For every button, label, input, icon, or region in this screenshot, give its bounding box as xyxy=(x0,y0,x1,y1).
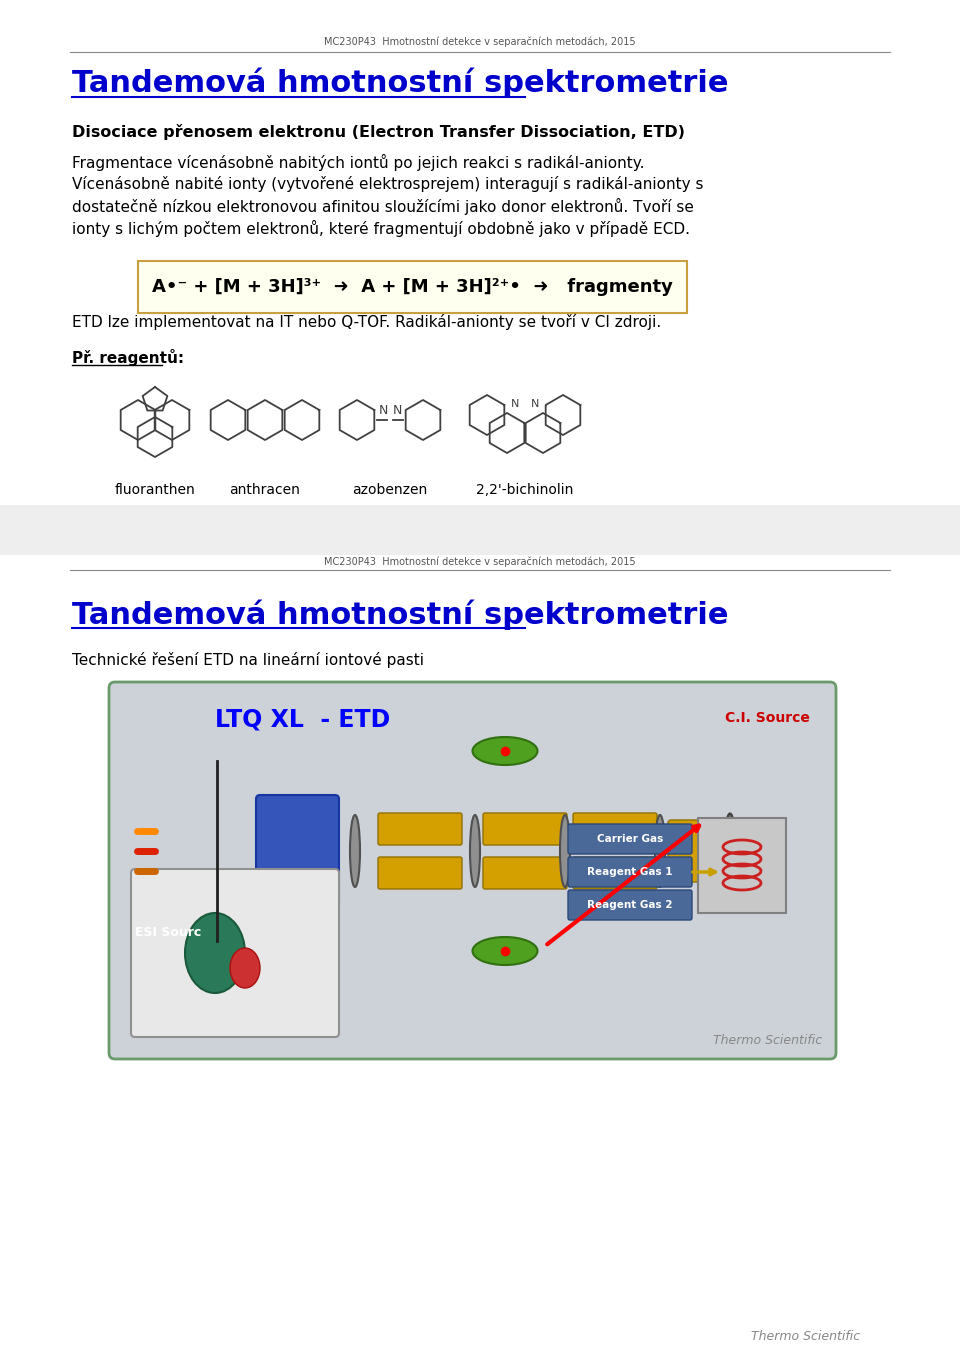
Text: LTQ XL  - ETD: LTQ XL - ETD xyxy=(215,708,391,731)
FancyBboxPatch shape xyxy=(568,857,692,887)
Text: 2,2'-bichinolin: 2,2'-bichinolin xyxy=(476,483,574,498)
Text: ESI Sourc: ESI Sourc xyxy=(135,927,202,939)
Text: Thermo Scientific: Thermo Scientific xyxy=(751,1330,860,1344)
Ellipse shape xyxy=(655,815,665,887)
Text: Disociace přenosem elektronu (Electron Transfer Dissociation, ETD): Disociace přenosem elektronu (Electron T… xyxy=(72,124,685,139)
Bar xyxy=(698,817,786,913)
FancyBboxPatch shape xyxy=(483,813,567,845)
Text: N: N xyxy=(531,399,540,409)
Text: ETD lze implementovat na IT nebo Q-TOF. Radikál-anionty se tvoří v CI zdroji.: ETD lze implementovat na IT nebo Q-TOF. … xyxy=(72,314,661,329)
Text: Reagent Gas 2: Reagent Gas 2 xyxy=(588,899,673,910)
Text: fluoranthen: fluoranthen xyxy=(114,483,196,498)
Ellipse shape xyxy=(230,947,260,988)
Text: azobenzen: azobenzen xyxy=(352,483,427,498)
Text: dostatečně nízkou elektronovou afinitou sloužícími jako donor elektronů. Tvoří s: dostatečně nízkou elektronovou afinitou … xyxy=(72,197,694,215)
Text: N: N xyxy=(378,405,388,417)
Text: Tandemová hmotnostní spektrometrie: Tandemová hmotnostní spektrometrie xyxy=(72,600,729,630)
Ellipse shape xyxy=(470,815,480,887)
Text: C.I. Source: C.I. Source xyxy=(725,711,810,725)
FancyBboxPatch shape xyxy=(138,261,687,313)
Text: ionty s lichým počtem elektronů, které fragmentují obdobně jako v případě ECD.: ionty s lichým počtem elektronů, které f… xyxy=(72,220,690,236)
FancyBboxPatch shape xyxy=(109,682,836,1059)
Ellipse shape xyxy=(350,815,360,887)
Text: MC230P43  Hmotnostní detekce v separačních metodách, 2015: MC230P43 Hmotnostní detekce v separačníc… xyxy=(324,556,636,567)
FancyBboxPatch shape xyxy=(256,796,339,906)
FancyBboxPatch shape xyxy=(131,869,339,1038)
FancyBboxPatch shape xyxy=(568,824,692,854)
Text: Technické řešení ETD na lineární iontové pasti: Technické řešení ETD na lineární iontové… xyxy=(72,652,424,668)
Ellipse shape xyxy=(472,737,538,766)
FancyBboxPatch shape xyxy=(378,813,462,845)
FancyBboxPatch shape xyxy=(378,857,462,889)
Text: N: N xyxy=(393,405,401,417)
Text: Př. reagentů:: Př. reagentů: xyxy=(72,350,184,366)
Text: Fragmentace vícenásobně nabitých iontů po jejich reakci s radikál-anionty.: Fragmentace vícenásobně nabitých iontů p… xyxy=(72,153,644,171)
Text: Tandemová hmotnostní spektrometrie: Tandemová hmotnostní spektrometrie xyxy=(72,68,729,98)
Text: Carrier Gas: Carrier Gas xyxy=(597,834,663,843)
FancyBboxPatch shape xyxy=(668,820,724,882)
Text: N: N xyxy=(511,399,519,409)
Text: Reagent Gas 1: Reagent Gas 1 xyxy=(588,867,673,878)
FancyBboxPatch shape xyxy=(573,857,657,889)
Ellipse shape xyxy=(185,913,245,992)
FancyBboxPatch shape xyxy=(568,890,692,920)
Ellipse shape xyxy=(472,936,538,965)
Bar xyxy=(0,504,960,555)
Text: Thermo Scientific: Thermo Scientific xyxy=(713,1035,822,1047)
FancyBboxPatch shape xyxy=(483,857,567,889)
FancyBboxPatch shape xyxy=(573,813,657,845)
Text: anthracen: anthracen xyxy=(229,483,300,498)
Ellipse shape xyxy=(724,813,736,889)
Ellipse shape xyxy=(560,815,570,887)
Text: A•⁻ + [M + 3H]³⁺  ➜  A + [M + 3H]²⁺•  ➜   fragmenty: A•⁻ + [M + 3H]³⁺ ➜ A + [M + 3H]²⁺• ➜ fra… xyxy=(152,278,673,297)
Text: Vícenásobně nabité ionty (vytvořené elektrosprejem) interagují s radikál-anionty: Vícenásobně nabité ionty (vytvořené elek… xyxy=(72,176,704,191)
Text: MC230P43  Hmotnostní detekce v separačních metodách, 2015: MC230P43 Hmotnostní detekce v separačníc… xyxy=(324,37,636,48)
